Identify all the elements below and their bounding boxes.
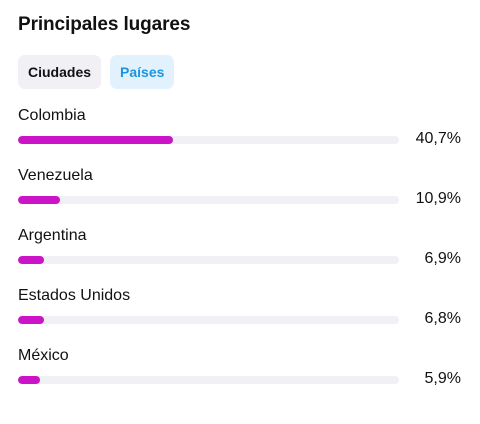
progress-fill — [18, 316, 44, 324]
list-item: Argentina 6,9% — [0, 227, 480, 283]
place-name: Colombia — [18, 107, 86, 124]
list-item: Colombia 40,7% — [0, 107, 480, 163]
location-tabs: Ciudades Países — [18, 55, 175, 89]
progress-track — [18, 256, 399, 264]
progress-fill — [18, 256, 45, 264]
place-name: Argentina — [18, 227, 87, 244]
tab-countries[interactable]: Países — [110, 55, 175, 89]
place-percentage: 6,8% — [424, 310, 461, 327]
progress-track — [18, 376, 399, 384]
place-name: Estados Unidos — [18, 287, 131, 304]
place-percentage: 40,7% — [415, 130, 461, 147]
place-percentage: 5,9% — [424, 370, 461, 387]
place-percentage: 10,9% — [415, 190, 461, 207]
progress-track — [18, 196, 399, 204]
section-title: Principales lugares — [18, 14, 191, 35]
tab-cities[interactable]: Ciudades — [18, 55, 102, 89]
place-name: Venezuela — [18, 167, 93, 184]
list-item: México 5,9% — [0, 347, 480, 403]
progress-fill — [18, 196, 60, 204]
list-item: Venezuela 10,9% — [0, 167, 480, 223]
progress-fill — [18, 136, 174, 144]
progress-track — [18, 136, 399, 144]
place-percentage: 6,9% — [424, 250, 461, 267]
progress-fill — [18, 376, 41, 384]
progress-track — [18, 316, 399, 324]
list-item: Estados Unidos 6,8% — [0, 287, 480, 343]
place-name: México — [18, 347, 69, 364]
